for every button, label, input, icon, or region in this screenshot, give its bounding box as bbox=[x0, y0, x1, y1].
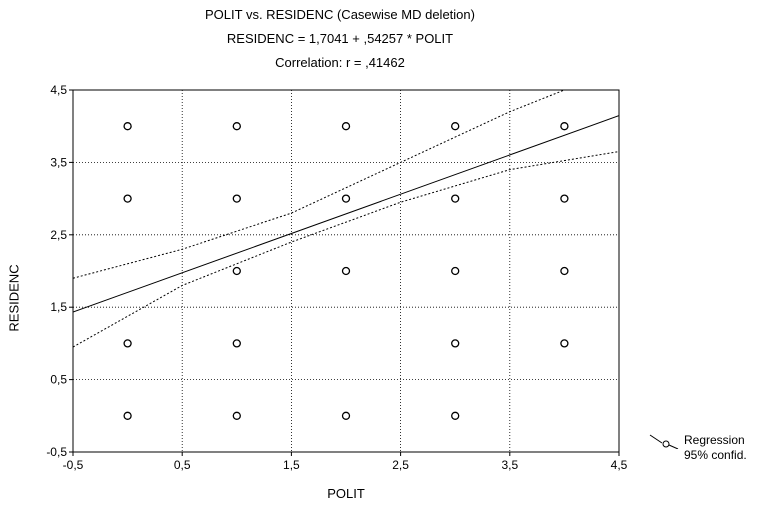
data-point bbox=[451, 122, 460, 131]
data-point bbox=[232, 339, 241, 348]
y-tick-label: -0,5 bbox=[46, 445, 67, 459]
data-point bbox=[341, 122, 351, 131]
y-tick-label: 3,5 bbox=[50, 155, 67, 169]
data-point bbox=[232, 194, 241, 203]
data-point bbox=[232, 411, 241, 420]
data-point bbox=[451, 194, 460, 203]
confidence-lower bbox=[73, 151, 619, 348]
x-tick-label: 2,5 bbox=[392, 458, 409, 472]
data-point bbox=[123, 411, 132, 420]
data-point bbox=[123, 194, 132, 203]
data-point bbox=[123, 122, 132, 131]
data-point bbox=[232, 266, 241, 276]
y-tick-label: 1,5 bbox=[50, 300, 67, 314]
data-point bbox=[451, 339, 460, 348]
data-point bbox=[560, 122, 569, 131]
x-tick-label: 0,5 bbox=[174, 458, 191, 472]
x-tick-label: 4,5 bbox=[611, 458, 628, 472]
x-tick-label: 3,5 bbox=[501, 458, 518, 472]
x-axis-label: POLIT bbox=[327, 486, 365, 501]
y-tick-label: 4,5 bbox=[50, 83, 67, 97]
plot-frame bbox=[72, 89, 620, 453]
y-tick-label: 0,5 bbox=[50, 373, 67, 387]
data-point bbox=[341, 266, 351, 276]
data-point bbox=[451, 266, 460, 276]
y-tick-label: 2,5 bbox=[50, 228, 67, 242]
data-point bbox=[560, 194, 569, 203]
data-point bbox=[451, 411, 460, 420]
y-axis-label: RESIDENC bbox=[6, 264, 22, 332]
legend-symbol-icon bbox=[649, 434, 679, 449]
data-point bbox=[232, 122, 241, 131]
chart-title: POLIT vs. RESIDENC (Casewise MD deletion… bbox=[205, 7, 475, 22]
data-point bbox=[560, 266, 569, 276]
correlation-label: Correlation: r = ,41462 bbox=[275, 55, 405, 70]
legend-entry-confidence: 95% confid. bbox=[684, 448, 747, 462]
data-point bbox=[341, 411, 351, 420]
data-point bbox=[560, 339, 569, 348]
regression-equation: RESIDENC = 1,7041 + ,54257 * POLIT bbox=[226, 31, 454, 46]
regression-line bbox=[73, 115, 619, 313]
data-point bbox=[341, 194, 351, 203]
x-tick-label: -0,5 bbox=[63, 458, 84, 472]
x-tick-label: 1,5 bbox=[283, 458, 300, 472]
confidence-upper bbox=[73, 90, 565, 279]
data-point bbox=[123, 339, 132, 348]
legend-entry-regression: Regression bbox=[684, 433, 745, 447]
